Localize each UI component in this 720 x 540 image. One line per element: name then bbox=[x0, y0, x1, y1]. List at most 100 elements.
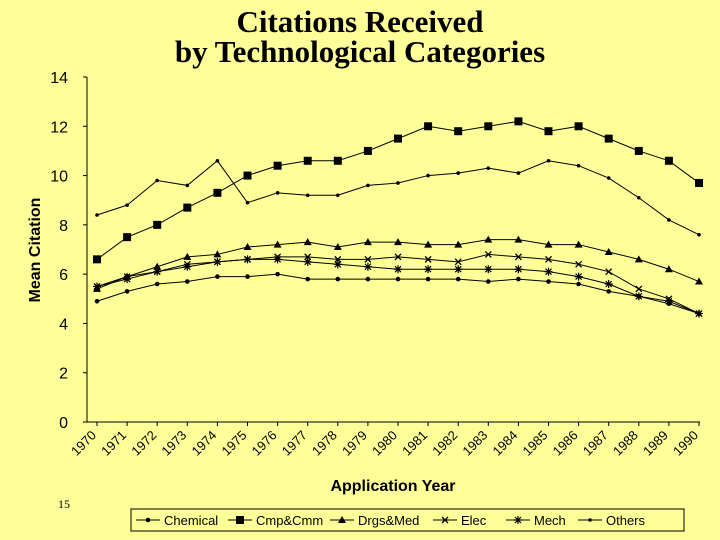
dot-marker bbox=[336, 193, 340, 198]
triangle-marker bbox=[338, 516, 346, 523]
dot-marker bbox=[145, 517, 151, 523]
dot-marker bbox=[486, 279, 491, 284]
x-tick-label: 1970 bbox=[68, 428, 99, 459]
square-marker bbox=[574, 122, 583, 131]
star-marker bbox=[243, 255, 252, 264]
dot-marker bbox=[667, 218, 671, 222]
x-marker bbox=[484, 250, 492, 258]
triangle-marker bbox=[604, 247, 613, 255]
x-tick-label: 1981 bbox=[399, 428, 430, 459]
x-marker bbox=[514, 253, 522, 261]
x-marker bbox=[545, 255, 552, 263]
x-marker bbox=[605, 268, 613, 276]
square-marker bbox=[604, 134, 613, 143]
dot-marker bbox=[335, 276, 341, 282]
triangle-marker bbox=[183, 252, 192, 260]
star-marker bbox=[574, 272, 583, 281]
triangle-marker bbox=[664, 265, 673, 273]
square-marker bbox=[454, 127, 463, 136]
slide-title-line-2: by Technological Categories bbox=[174, 34, 546, 69]
x-tick-label: 1983 bbox=[459, 428, 490, 459]
triangle-marker bbox=[695, 277, 703, 285]
dot-marker bbox=[185, 279, 190, 284]
slide-title-line-1: Citations Received bbox=[236, 4, 484, 39]
y-tick-label: 2 bbox=[59, 366, 68, 383]
square-marker bbox=[243, 171, 252, 180]
dot-marker bbox=[486, 166, 491, 170]
x-tick-label: 1990 bbox=[670, 428, 701, 459]
square-marker bbox=[303, 156, 312, 165]
triangle-marker bbox=[394, 238, 402, 246]
x-tick-label: 1982 bbox=[429, 428, 460, 459]
dot-marker bbox=[588, 518, 592, 522]
dot-marker bbox=[425, 276, 431, 282]
star-marker bbox=[93, 282, 101, 291]
legend-label: Cmp&Cmm bbox=[256, 513, 323, 528]
dot-marker bbox=[516, 276, 521, 282]
x-marker bbox=[304, 253, 312, 261]
square-marker bbox=[424, 122, 433, 131]
dot-marker bbox=[576, 163, 581, 168]
series-others bbox=[95, 158, 701, 237]
dot-marker bbox=[426, 173, 430, 178]
series-drgs-med bbox=[93, 235, 703, 292]
x-tick-label: 1971 bbox=[98, 428, 129, 459]
x-tick-label: 1980 bbox=[369, 428, 400, 459]
legend-item-chemical: Chemical bbox=[136, 513, 218, 528]
x-marker bbox=[454, 258, 462, 266]
star-marker bbox=[153, 267, 162, 276]
dot-marker bbox=[606, 289, 611, 294]
star-marker bbox=[183, 262, 192, 271]
star-marker bbox=[424, 265, 433, 274]
dot-marker bbox=[516, 171, 521, 175]
y-tick-label: 8 bbox=[59, 218, 68, 235]
star-marker bbox=[634, 292, 643, 301]
triangle-marker bbox=[363, 238, 372, 246]
star-marker bbox=[273, 255, 282, 264]
square-marker bbox=[544, 127, 553, 136]
square-marker bbox=[123, 233, 132, 242]
dot-marker bbox=[245, 200, 250, 205]
dot-marker bbox=[305, 276, 311, 282]
legend-item-mech: Mech bbox=[506, 513, 566, 528]
series-line-others bbox=[96, 160, 700, 236]
star-marker bbox=[514, 265, 523, 274]
triangle-marker bbox=[213, 250, 222, 258]
dot-marker bbox=[305, 193, 310, 198]
x-marker bbox=[635, 285, 643, 293]
legend-label: Drgs&Med bbox=[358, 513, 419, 528]
y-tick-label: 10 bbox=[50, 169, 68, 186]
star-marker bbox=[363, 262, 372, 271]
y-tick-label: 12 bbox=[50, 119, 68, 136]
dot-marker bbox=[94, 298, 100, 304]
star-marker bbox=[514, 516, 522, 524]
dot-marker bbox=[95, 213, 99, 217]
star-marker bbox=[333, 260, 342, 269]
star-marker bbox=[484, 265, 493, 274]
square-marker bbox=[695, 178, 703, 187]
dot-marker bbox=[576, 281, 581, 287]
star-marker bbox=[394, 265, 402, 274]
x-tick-label: 1975 bbox=[219, 428, 250, 459]
x-axis-title: Application Year bbox=[330, 478, 455, 495]
dot-marker bbox=[366, 183, 370, 188]
series-chemical bbox=[94, 271, 702, 316]
dot-marker bbox=[546, 279, 551, 284]
star-marker bbox=[123, 275, 132, 284]
triangle-marker bbox=[514, 235, 523, 243]
square-marker bbox=[183, 203, 192, 212]
dot-marker bbox=[637, 195, 641, 200]
square-marker bbox=[634, 146, 643, 155]
x-tick-label: 1988 bbox=[610, 428, 641, 459]
x-marker bbox=[575, 260, 583, 268]
dot-marker bbox=[275, 271, 280, 277]
square-marker bbox=[93, 255, 101, 264]
dot-marker bbox=[606, 176, 611, 180]
dot-marker bbox=[245, 274, 250, 279]
dot-marker bbox=[455, 276, 461, 282]
legend-label: Mech bbox=[534, 513, 566, 528]
legend-label: Chemical bbox=[164, 513, 218, 528]
x-tick-label: 1978 bbox=[309, 428, 340, 459]
square-marker bbox=[484, 122, 493, 131]
